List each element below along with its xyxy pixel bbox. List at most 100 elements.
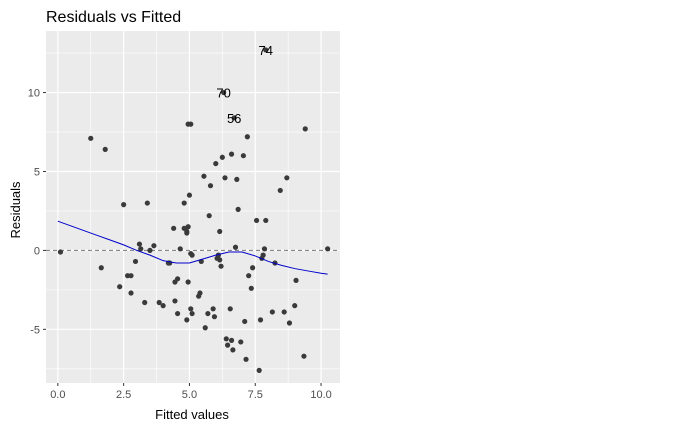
x-axis-ticks: 0.0 2.5 5.0 7.5 10.0 (50, 383, 332, 401)
data-point (222, 175, 228, 181)
data-point (261, 246, 268, 252)
data-point (240, 153, 247, 159)
data-point (147, 247, 153, 254)
data-point (88, 135, 94, 141)
data-point (244, 134, 250, 140)
point-label: 70 (216, 86, 230, 101)
data-point (132, 258, 139, 265)
data-point (202, 325, 208, 331)
y-tick-label: 5 (34, 166, 40, 178)
data-point (184, 230, 190, 236)
data-point (142, 299, 148, 306)
x-tick-label: 5.0 (182, 389, 197, 401)
minor-gridlines (46, 31, 340, 383)
data-point (250, 265, 256, 271)
data-point (213, 160, 219, 167)
data-point (238, 339, 244, 345)
data-point (232, 244, 239, 250)
data-point (230, 347, 236, 353)
data-point (243, 356, 249, 362)
data-point (206, 213, 212, 219)
data-point (231, 115, 237, 121)
data-point (284, 175, 290, 181)
x-tick-label: 10.0 (310, 389, 331, 401)
data-point (138, 246, 144, 252)
y-tick-label: -5 (30, 324, 40, 336)
point-label: 74 (259, 43, 273, 58)
data-point (189, 252, 195, 258)
data-point (225, 342, 231, 348)
x-axis-title: Fitted values (155, 407, 229, 422)
y-axis-ticks: -5 0 5 10 (28, 88, 46, 336)
data-point (218, 263, 224, 269)
data-point (144, 200, 150, 206)
data-point (248, 285, 254, 291)
data-point (185, 279, 191, 285)
data-point (302, 126, 308, 132)
data-point (188, 121, 194, 127)
data-point (228, 151, 235, 157)
data-point (128, 273, 134, 279)
data-point (286, 320, 293, 326)
x-tick-label: 0.0 (50, 389, 65, 401)
data-point (293, 277, 299, 283)
data-point (246, 273, 252, 279)
data-point (117, 284, 123, 290)
data-point (211, 314, 218, 320)
x-tick-label: 7.5 (248, 389, 263, 401)
data-point (121, 202, 127, 208)
data-point (171, 225, 177, 231)
data-point (277, 187, 283, 194)
data-point (57, 249, 64, 255)
data-point (136, 241, 143, 247)
data-point (221, 89, 227, 96)
data-point (234, 176, 240, 182)
data-point (184, 317, 190, 323)
plot-panel (46, 31, 340, 383)
data-point (160, 303, 166, 309)
data-point (181, 200, 187, 206)
data-point (263, 217, 269, 224)
y-axis-title: Residuals (8, 181, 23, 239)
point-label: 56 (227, 111, 241, 126)
y-tick-label: 0 (34, 245, 40, 257)
data-point (175, 310, 181, 317)
data-point (201, 173, 207, 179)
data-points (57, 47, 331, 373)
data-point (269, 309, 275, 315)
data-point (292, 303, 298, 309)
data-point (242, 318, 248, 325)
data-point (186, 192, 193, 198)
data-point (172, 298, 178, 304)
data-point (189, 310, 195, 317)
data-point (210, 306, 216, 312)
data-point (301, 353, 307, 359)
data-point (263, 47, 269, 53)
data-point (223, 336, 229, 342)
data-point (205, 310, 211, 317)
data-point (235, 206, 241, 212)
data-point (217, 257, 223, 263)
data-point (256, 367, 262, 373)
major-gridlines (46, 31, 340, 383)
data-point (128, 290, 134, 296)
data-point (177, 246, 183, 252)
data-point (253, 217, 260, 224)
chart-title: Residuals vs Fitted (46, 9, 181, 26)
data-point (175, 276, 181, 282)
data-point (188, 306, 194, 312)
data-point (185, 224, 191, 230)
y-tick-label: 10 (28, 88, 40, 100)
data-point (197, 290, 203, 296)
x-tick-label: 2.5 (116, 389, 131, 401)
data-point (151, 243, 157, 249)
data-point (98, 265, 104, 271)
data-point (227, 306, 233, 312)
smooth-line (57, 220, 328, 275)
data-point (228, 337, 235, 343)
data-point (325, 246, 331, 252)
data-point (257, 317, 264, 323)
data-point (207, 183, 214, 189)
data-point (217, 228, 223, 235)
